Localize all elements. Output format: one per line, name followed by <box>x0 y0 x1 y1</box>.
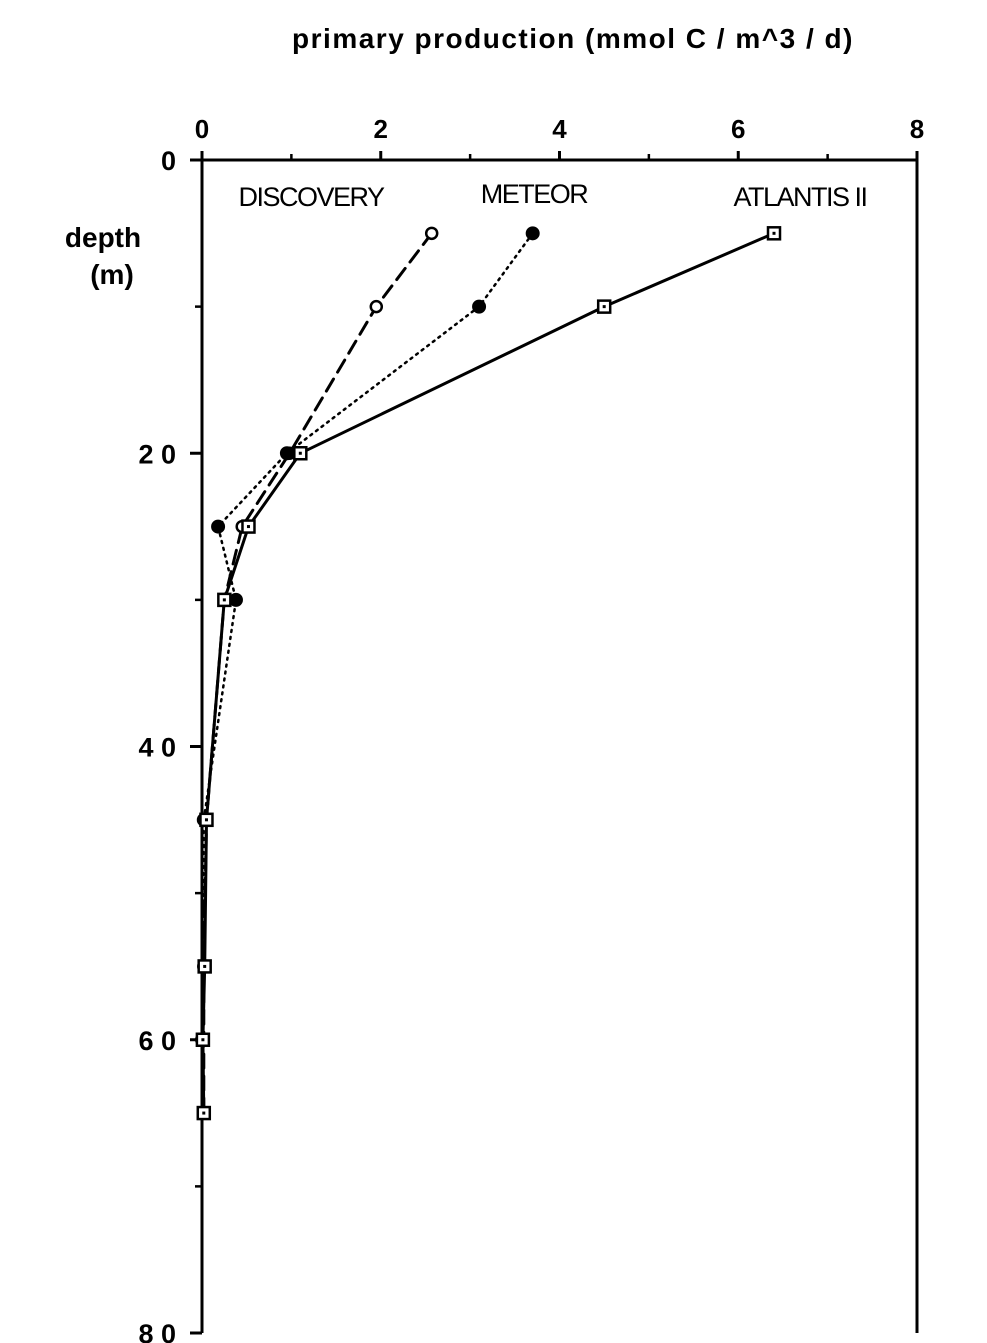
series-line-atlantis-ii <box>201 231 776 1115</box>
data-point-atlantis-ii-center <box>202 1111 206 1115</box>
data-point-atlantis-ii-center <box>772 231 776 235</box>
y-tick-label: 0 <box>161 146 176 176</box>
axes-group: 0 2 4 6 8 0 2 0 4 0 6 0 8 0 <box>138 114 924 1343</box>
data-point-meteor <box>279 446 294 461</box>
x-tick-label: 2 <box>374 114 388 144</box>
data-point-atlantis-ii-center <box>222 598 226 602</box>
series-markers-group <box>195 226 782 1121</box>
data-point-discovery <box>369 299 384 314</box>
series-label-atlantis-ii: ATLANTIS II <box>733 182 866 212</box>
data-point-atlantis-ii-center <box>203 964 207 968</box>
data-point-atlantis-ii-center <box>602 305 606 309</box>
chart-title: primary production (mmol C / m^3 / d) <box>292 23 854 54</box>
data-point-atlantis-ii-center <box>298 451 302 455</box>
series-line-meteor <box>200 232 534 1042</box>
series-lines-group <box>200 231 776 1115</box>
series-labels-group: DISCOVERY METEOR ATLANTIS II <box>238 179 868 212</box>
series-label-meteor: METEOR <box>481 179 589 209</box>
y-tick-label: 6 0 <box>138 1026 176 1056</box>
data-point-atlantis-ii-center <box>246 525 250 529</box>
y-tick-label: 2 0 <box>138 439 176 469</box>
data-point-discovery <box>424 226 439 241</box>
x-tick-label: 6 <box>731 114 745 144</box>
series-label-discovery: DISCOVERY <box>238 182 385 212</box>
x-tick-label: 8 <box>910 114 924 144</box>
data-point-meteor <box>525 226 540 241</box>
data-point-meteor <box>472 299 487 314</box>
y-tick-label: 4 0 <box>138 733 176 763</box>
x-tick-label: 0 <box>195 114 209 144</box>
data-point-atlantis-ii-center <box>201 1038 205 1042</box>
y-axis-label-line1: depth <box>65 222 141 253</box>
y-axis-label-line2: (m) <box>90 259 134 290</box>
data-point-atlantis-ii-center <box>204 818 208 822</box>
x-tick-label: 4 <box>552 114 567 144</box>
series-line-discovery <box>202 231 434 1115</box>
y-tick-label: 8 0 <box>138 1319 176 1343</box>
data-point-meteor <box>211 519 226 534</box>
